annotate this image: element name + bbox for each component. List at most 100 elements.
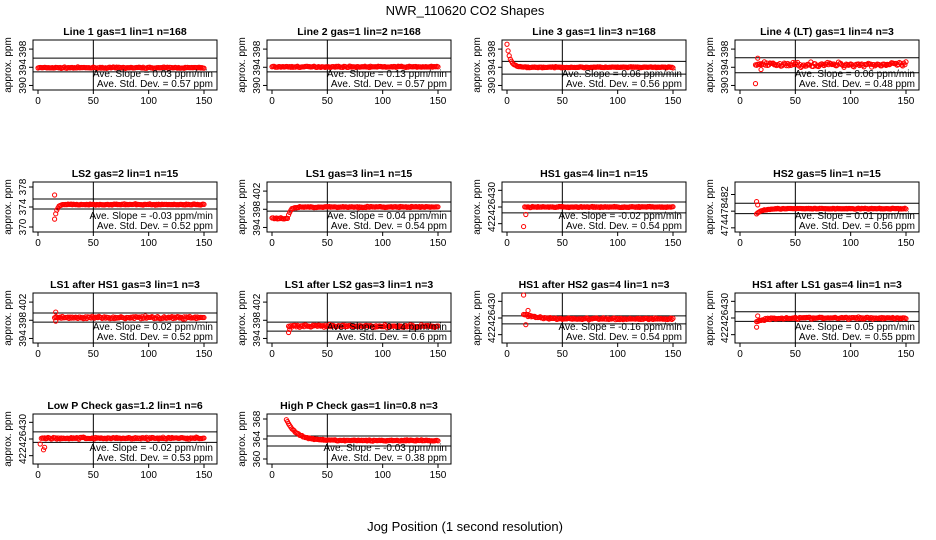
chart-panel-2: Line 2 gas=1 lin=2 n=168 0 50 100 150 390 3943… [237,26,452,107]
data-points [521,292,676,328]
x-tick-label: 0 [504,349,510,360]
chart-panel-9: LS1 after HS1 gas=3 lin=1 n=3 0 50 100 150 39… [3,279,218,360]
data-point-outlier [287,326,293,332]
plot-frame [32,39,218,91]
x-tick-label: 0 [35,238,41,249]
data-point [201,201,207,207]
y-tick-label: 374 [18,198,29,215]
stddev-annotation: Ave. Std. Dev. = 0.52 ppm [97,221,213,232]
data-points [52,192,207,222]
data-point-outlier [52,192,58,198]
y-tick-label: 394 [487,58,498,75]
y-axis-label: approx. ppm [237,179,248,235]
slope-annotation: Ave. Slope = -0.03 ppm/min [324,443,448,454]
x-tick-label: 150 [898,96,915,107]
data-point [177,315,183,321]
data-points [52,309,207,324]
slope-annotation: Ave. Slope = -0.03 ppm/min [90,211,214,222]
x-tick-label: 50 [88,238,100,249]
panel-title: HS1 after HS2 gas=4 lin=1 n=3 [519,279,670,291]
y-tick-label: 398 [18,40,29,57]
data-points [269,63,441,71]
panel-title: High P Check gas=1 lin=0.8 n=3 [280,400,438,412]
data-point [175,314,182,320]
x-tick-label: 0 [269,238,275,249]
data-point [763,316,770,322]
x-tick-label: 100 [842,238,859,249]
y-tick-label: 398 [720,40,731,57]
slope-annotation: Ave. Slope = -0.02 ppm/min [559,211,683,222]
slope-annotation: Ave. Slope = 0.13 ppm/min [327,69,447,80]
panel-title: Line 4 (LT) gas=1 lin=4 n=3 [760,26,894,38]
y-tick-label: 394 [18,58,29,75]
chart-panel-13: Low P Check gas=1.2 lin=1 n=6 0 50 100 150 42… [3,400,218,481]
y-tick-label: 422 [18,447,29,464]
y-axis-label: approx. ppm [472,179,483,235]
panel-title: HS1 after LS1 gas=4 lin=1 n=3 [752,279,902,291]
y-tick-label: 394 [720,58,731,75]
x-tick-label: 50 [557,238,569,249]
data-point [668,315,674,321]
data-point [201,435,207,441]
data-point-outlier [754,324,760,330]
stddev-annotation: Ave. Std. Dev. = 0.53 ppm [97,453,213,464]
stddev-annotation: Ave. Std. Dev. = 0.6 ppm [336,332,447,343]
data-point [286,212,292,218]
x-tick-label: 0 [269,96,275,107]
y-tick-label: 394 [252,330,263,347]
x-tick-label: 50 [322,238,334,249]
stddev-annotation: Ave. Std. Dev. = 0.56 ppm [799,221,915,232]
data-point [201,314,207,321]
data-point [757,61,763,67]
data-point-outlier [37,441,43,447]
panel-title: LS1 gas=3 lin=1 n=15 [306,168,413,180]
x-tick-label: 50 [790,238,802,249]
stddev-annotation: Ave. Std. Dev. = 0.57 ppm [331,79,447,90]
y-axis-label: approx. ppm [237,411,248,467]
data-point [902,62,908,68]
x-tick-label: 100 [374,470,391,481]
data-point [504,41,510,47]
chart-panel-12: HS1 after LS1 gas=4 lin=1 n=3 0 50 100 150 42… [705,279,920,360]
data-points [754,198,909,217]
slope-annotation: Ave. Slope = -0.02 ppm/min [90,443,214,454]
x-tick-label: 100 [140,238,157,249]
data-point [201,65,207,71]
data-point [435,64,441,70]
x-tick-label: 0 [737,96,743,107]
data-point [670,65,676,71]
chart-panel-14: High P Check gas=1 lin=0.8 n=3 0 50 100 150 3… [237,400,452,481]
slope-annotation: Ave. Slope = 0.06 ppm/min [795,69,915,80]
x-tick-label: 100 [374,349,391,360]
x-tick-label: 50 [790,96,802,107]
panel-title: HS1 gas=4 lin=1 n=15 [540,168,648,180]
data-point [670,315,676,321]
y-tick-label: 422 [487,215,498,232]
x-tick-label: 0 [269,470,275,481]
data-point-outlier [53,309,59,315]
stddev-annotation: Ave. Std. Dev. = 0.54 ppm [566,332,682,343]
x-tick-label: 50 [322,96,334,107]
stddev-annotation: Ave. Std. Dev. = 0.48 ppm [799,79,915,90]
y-tick-label: 430 [18,414,29,431]
x-tick-label: 50 [322,349,334,360]
stddev-annotation: Ave. Std. Dev. = 0.55 ppm [799,332,915,343]
x-tick-label: 150 [430,238,447,249]
x-tick-label: 150 [196,238,213,249]
y-tick-label: 430 [720,293,731,310]
y-tick-label: 364 [252,430,263,447]
data-point [903,206,909,212]
figure-xlabel: Jog Position (1 second resolution) [367,519,563,534]
x-tick-label: 0 [35,96,41,107]
y-tick-label: 394 [18,330,29,347]
y-axis-label: approx. ppm [705,290,716,346]
data-points [269,203,441,222]
x-tick-label: 100 [140,96,157,107]
x-tick-label: 0 [35,470,41,481]
x-tick-label: 50 [88,349,100,360]
y-tick-label: 474 [720,219,731,236]
data-point [616,315,622,322]
